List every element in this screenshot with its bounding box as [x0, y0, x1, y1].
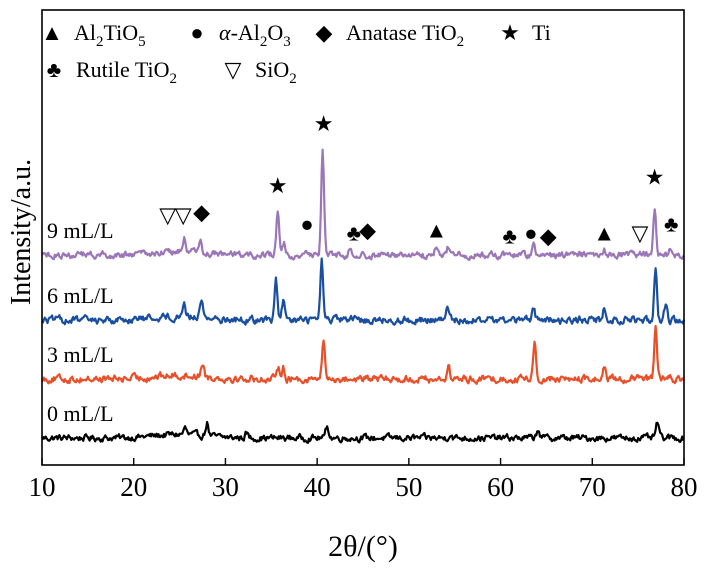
series-label-3: 9 mL/L	[47, 218, 114, 243]
legend-label-5: SiO2	[255, 57, 297, 87]
peak-annotations: ★★★▽▽ ◆ ● ♣◆ ▲ ♣ ● ◆ ▲ ▽ ♣	[159, 111, 678, 248]
legend-symbol-5: ▽	[225, 57, 242, 82]
legend-label-0: Al2TiO5	[74, 20, 146, 50]
peak-marker-8: ◆	[359, 217, 376, 242]
series-label-1: 3 mL/L	[47, 342, 114, 367]
x-tick-label-80: 80	[671, 472, 698, 502]
series-line-0-mL-L	[42, 422, 684, 443]
series-line-3-mL-L	[42, 326, 684, 384]
x-axis-label: 2θ/(°)	[328, 530, 398, 563]
legend-symbol-3: ★	[500, 20, 520, 45]
x-tick-label-60: 60	[487, 472, 514, 502]
peak-marker-13: ▲	[593, 220, 615, 245]
peak-marker-1: ★	[314, 111, 334, 136]
peak-marker-11: ●	[524, 220, 537, 245]
peak-marker-9: ▲	[425, 217, 447, 242]
legend-label-2: Anatase TiO2	[346, 20, 464, 50]
peak-marker-5: ◆	[193, 200, 210, 225]
peak-marker-2: ★	[645, 164, 665, 189]
peak-marker-10: ♣	[503, 223, 517, 248]
peak-marker-3: ▽	[159, 203, 176, 228]
legend-label-1: α-Al2O3	[219, 20, 291, 50]
series-line-9-mL-L	[42, 150, 684, 260]
y-axis-label: Intensity/a.u.	[6, 159, 37, 305]
legend-symbol-1: ●	[190, 20, 203, 45]
series-label-2: 6 mL/L	[47, 283, 114, 308]
series-layer	[42, 150, 684, 443]
x-tick-label-10: 10	[29, 472, 56, 502]
legend-label-4: Rutile TiO2	[76, 57, 177, 87]
series-label-0: 0 mL/L	[47, 401, 114, 426]
x-tick-label-40: 40	[304, 472, 331, 502]
peak-marker-4: ▽	[175, 203, 192, 228]
peak-marker-14: ▽	[632, 220, 649, 245]
legend-label-3: Ti	[532, 20, 551, 45]
x-tick-label-30: 30	[212, 472, 239, 502]
x-tick-label-20: 20	[120, 472, 147, 502]
peak-marker-6: ●	[300, 212, 313, 237]
peak-marker-15: ♣	[664, 212, 678, 237]
legend-symbol-4: ♣	[47, 57, 61, 82]
x-axis-tick-labels: 10 20 30 40 50 60 70 80	[29, 472, 698, 502]
xrd-chart: ▲ Al2TiO5 ● α-Al2O3 ◆ Anatase TiO2 ★ Ti ♣ Rutile …	[0, 0, 722, 575]
legend-symbol-2: ◆	[316, 20, 333, 45]
series-line-6-mL-L	[42, 259, 684, 325]
peak-marker-0: ★	[268, 173, 288, 198]
x-tick-label-50: 50	[395, 472, 422, 502]
x-axis-ticks	[42, 458, 684, 465]
legend: ▲ Al2TiO5 ● α-Al2O3 ◆ Anatase TiO2 ★ Ti ♣ Rutile …	[41, 20, 551, 87]
peak-marker-12: ◆	[540, 223, 557, 248]
legend-symbol-0: ▲	[41, 20, 63, 45]
x-tick-label-70: 70	[579, 472, 606, 502]
